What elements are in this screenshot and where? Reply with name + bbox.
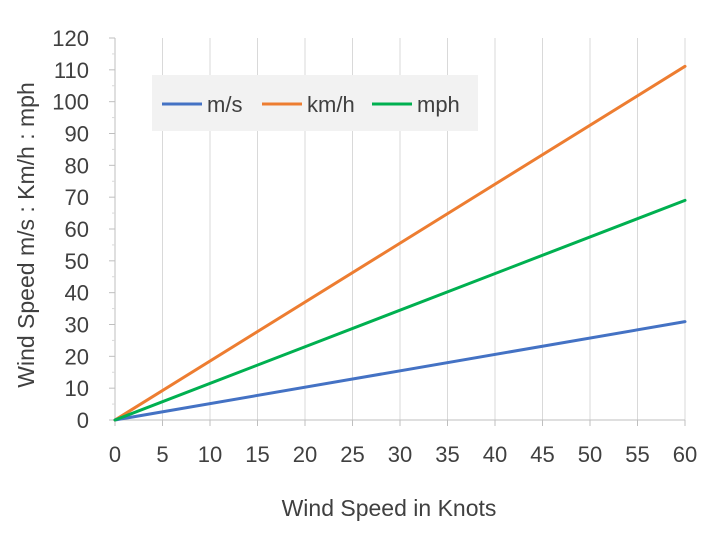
x-tick-label: 50	[578, 442, 602, 467]
y-tick-label: 70	[65, 185, 89, 210]
legend-label: km/h	[307, 92, 355, 117]
y-tick-label: 30	[65, 313, 89, 338]
y-tick-labels: 0 10 20 30 40 50 60 70 80 90 100 110 120	[52, 26, 89, 433]
y-tick-label: 80	[65, 153, 89, 178]
y-tick-label: 90	[65, 122, 89, 147]
y-tick-label: 50	[65, 249, 89, 274]
y-tick-label: 20	[65, 344, 89, 369]
x-tick-label: 55	[625, 442, 649, 467]
y-tick-label: 60	[65, 217, 89, 242]
y-tick-label: 120	[52, 26, 89, 51]
x-tick-label: 20	[293, 442, 317, 467]
series-line-km-h	[113, 64, 687, 422]
y-tick-label: 40	[65, 281, 89, 306]
x-tick-label: 0	[109, 442, 121, 467]
legend: m/s km/h mph	[152, 75, 478, 131]
series-line-m-s	[113, 320, 687, 422]
x-tick-label: 10	[198, 442, 222, 467]
x-axis-title: Wind Speed in Knots	[282, 495, 497, 521]
x-tick-label: 35	[435, 442, 459, 467]
x-tick-label: 5	[156, 442, 168, 467]
y-tick-label: 10	[65, 376, 89, 401]
y-tick-label: 100	[52, 90, 89, 115]
x-tick-labels: 0 5 10 15 20 25 30 35 40 45 50 55 60	[109, 442, 697, 467]
x-tick-label: 45	[530, 442, 554, 467]
axes	[109, 37, 686, 426]
y-tick-label: 110	[54, 58, 89, 83]
x-tick-label: 25	[340, 442, 364, 467]
x-tick-label: 15	[245, 442, 269, 467]
series-lines	[113, 64, 687, 422]
legend-background	[152, 75, 478, 131]
legend-label: mph	[417, 92, 460, 117]
legend-label: m/s	[207, 92, 242, 117]
x-tick-label: 30	[388, 442, 412, 467]
x-tick-label: 60	[673, 442, 697, 467]
y-tick-label: 0	[77, 408, 89, 433]
y-axis-title: Wind Speed m/s : Km/h : mph	[13, 82, 39, 388]
series-line-mph	[113, 198, 687, 422]
x-tick-label: 40	[483, 442, 507, 467]
